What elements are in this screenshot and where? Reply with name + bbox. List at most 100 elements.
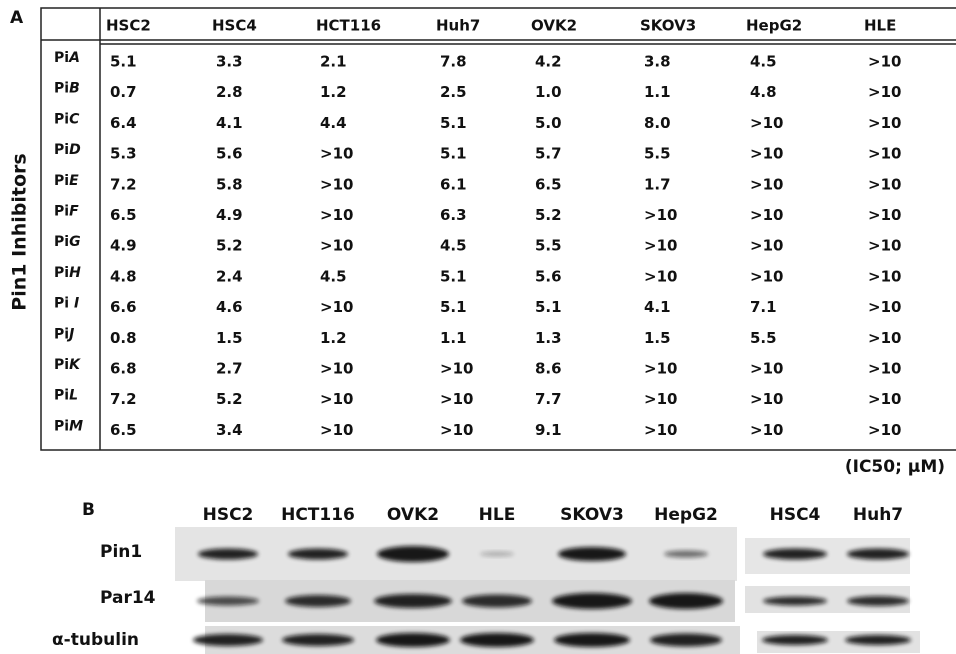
cell: 4.6 bbox=[216, 298, 243, 316]
cell: 0.8 bbox=[110, 329, 137, 347]
row-label: PiF bbox=[54, 204, 79, 220]
cell: >10 bbox=[750, 267, 783, 285]
cell: 2.4 bbox=[216, 267, 243, 285]
row-label-letter: L bbox=[69, 388, 78, 404]
cell: 4.5 bbox=[320, 267, 347, 285]
blot-band bbox=[763, 549, 827, 560]
cell: 6.5 bbox=[535, 175, 562, 193]
row-label-prefix: Pi bbox=[54, 357, 69, 373]
row-label-letter: M bbox=[69, 418, 83, 434]
cell: >10 bbox=[868, 360, 901, 378]
row-label-prefix: Pi bbox=[54, 111, 69, 127]
cell: >10 bbox=[320, 206, 353, 224]
row-label-prefix: Pi bbox=[54, 418, 69, 434]
blot-band bbox=[763, 597, 827, 606]
cell: >10 bbox=[868, 114, 901, 132]
cell: 5.8 bbox=[216, 175, 243, 193]
blot-band bbox=[554, 633, 630, 647]
lane-label: HepG2 bbox=[654, 505, 718, 525]
cell: >10 bbox=[644, 360, 677, 378]
cell: >10 bbox=[750, 360, 783, 378]
axis-label: Pin1 Inhibitors bbox=[9, 153, 31, 310]
cell: 4.1 bbox=[644, 298, 671, 316]
cell: 5.1 bbox=[440, 145, 467, 163]
cell: 7.8 bbox=[440, 53, 467, 71]
lane-label: HLE bbox=[479, 505, 516, 525]
cell: 5.0 bbox=[535, 114, 562, 132]
cell: 5.5 bbox=[750, 329, 777, 347]
blot-band bbox=[649, 593, 723, 609]
cell: >10 bbox=[868, 175, 901, 193]
cell: 8.6 bbox=[535, 360, 562, 378]
cell: >10 bbox=[644, 206, 677, 224]
row-label-prefix: Pi bbox=[54, 234, 69, 250]
row-label-prefix: Pi bbox=[54, 265, 69, 281]
cell: >10 bbox=[868, 237, 901, 255]
cell: >10 bbox=[320, 298, 353, 316]
blot-band bbox=[288, 549, 348, 560]
cell: 1.1 bbox=[440, 329, 467, 347]
blot-band bbox=[193, 634, 263, 646]
row-label: PiE bbox=[54, 173, 79, 189]
cell: 3.8 bbox=[644, 53, 671, 71]
row-label-prefix: Pi bbox=[54, 296, 74, 312]
cell: 4.4 bbox=[320, 114, 347, 132]
blot-band bbox=[376, 633, 450, 647]
protein-label: α-tubulin bbox=[52, 630, 139, 650]
cell: 5.2 bbox=[216, 237, 243, 255]
cell: >10 bbox=[320, 421, 353, 439]
cell: 1.5 bbox=[216, 329, 243, 347]
blot-band bbox=[374, 594, 452, 608]
cell: >10 bbox=[750, 206, 783, 224]
row-label-letter: C bbox=[69, 111, 80, 127]
cell: 5.1 bbox=[440, 114, 467, 132]
lane-label: HSC4 bbox=[770, 505, 821, 525]
blot-band bbox=[650, 634, 722, 647]
row-label: PiM bbox=[54, 418, 83, 434]
row-label: PiD bbox=[54, 142, 81, 158]
cell: 9.1 bbox=[535, 421, 562, 439]
cell: 4.5 bbox=[440, 237, 467, 255]
cell: 8.0 bbox=[644, 114, 671, 132]
cell: 7.2 bbox=[110, 390, 137, 408]
cell: 4.5 bbox=[750, 53, 777, 71]
cell: 7.2 bbox=[110, 175, 137, 193]
unit-note: (IC50; μM) bbox=[845, 457, 945, 477]
row-label-prefix: Pi bbox=[54, 326, 69, 342]
cell: 5.1 bbox=[110, 53, 137, 71]
cell: >10 bbox=[750, 145, 783, 163]
panel-label: A bbox=[10, 8, 24, 28]
lane-label: OVK2 bbox=[387, 505, 439, 525]
row-label: PiH bbox=[54, 265, 81, 281]
cell: >10 bbox=[440, 360, 473, 378]
column-header: HSC4 bbox=[212, 17, 257, 35]
cell: 5.2 bbox=[216, 390, 243, 408]
figure: A Pin1 Inhibitors (IC50; μM) B HSC2 HSC4 H… bbox=[0, 0, 956, 654]
row-label: PiL bbox=[54, 388, 78, 404]
blot-band bbox=[462, 595, 532, 608]
western-blot bbox=[175, 527, 920, 654]
lane-label: Huh7 bbox=[853, 505, 903, 525]
cell: 6.6 bbox=[110, 298, 137, 316]
lane-label: HSC2 bbox=[203, 505, 254, 525]
row-label-prefix: Pi bbox=[54, 142, 69, 158]
panel-label: B bbox=[82, 500, 95, 520]
cell: 2.8 bbox=[216, 83, 243, 101]
blot-band bbox=[197, 597, 259, 606]
cell: 7.1 bbox=[750, 298, 777, 316]
cell: 5.1 bbox=[440, 267, 467, 285]
cell: 2.5 bbox=[440, 83, 467, 101]
column-header: HCT116 bbox=[316, 17, 381, 35]
cell: 1.1 bbox=[644, 83, 671, 101]
ic50-table bbox=[41, 8, 956, 450]
blot-band bbox=[552, 593, 632, 609]
blot-band bbox=[664, 551, 708, 558]
blot-band bbox=[762, 635, 828, 645]
row-label-letter: H bbox=[69, 265, 81, 281]
cell: 4.2 bbox=[535, 53, 562, 71]
cell: 4.8 bbox=[110, 267, 137, 285]
row-label: PiK bbox=[54, 357, 81, 373]
cell: 6.5 bbox=[110, 421, 137, 439]
cell: >10 bbox=[644, 237, 677, 255]
blot-band bbox=[282, 634, 354, 646]
